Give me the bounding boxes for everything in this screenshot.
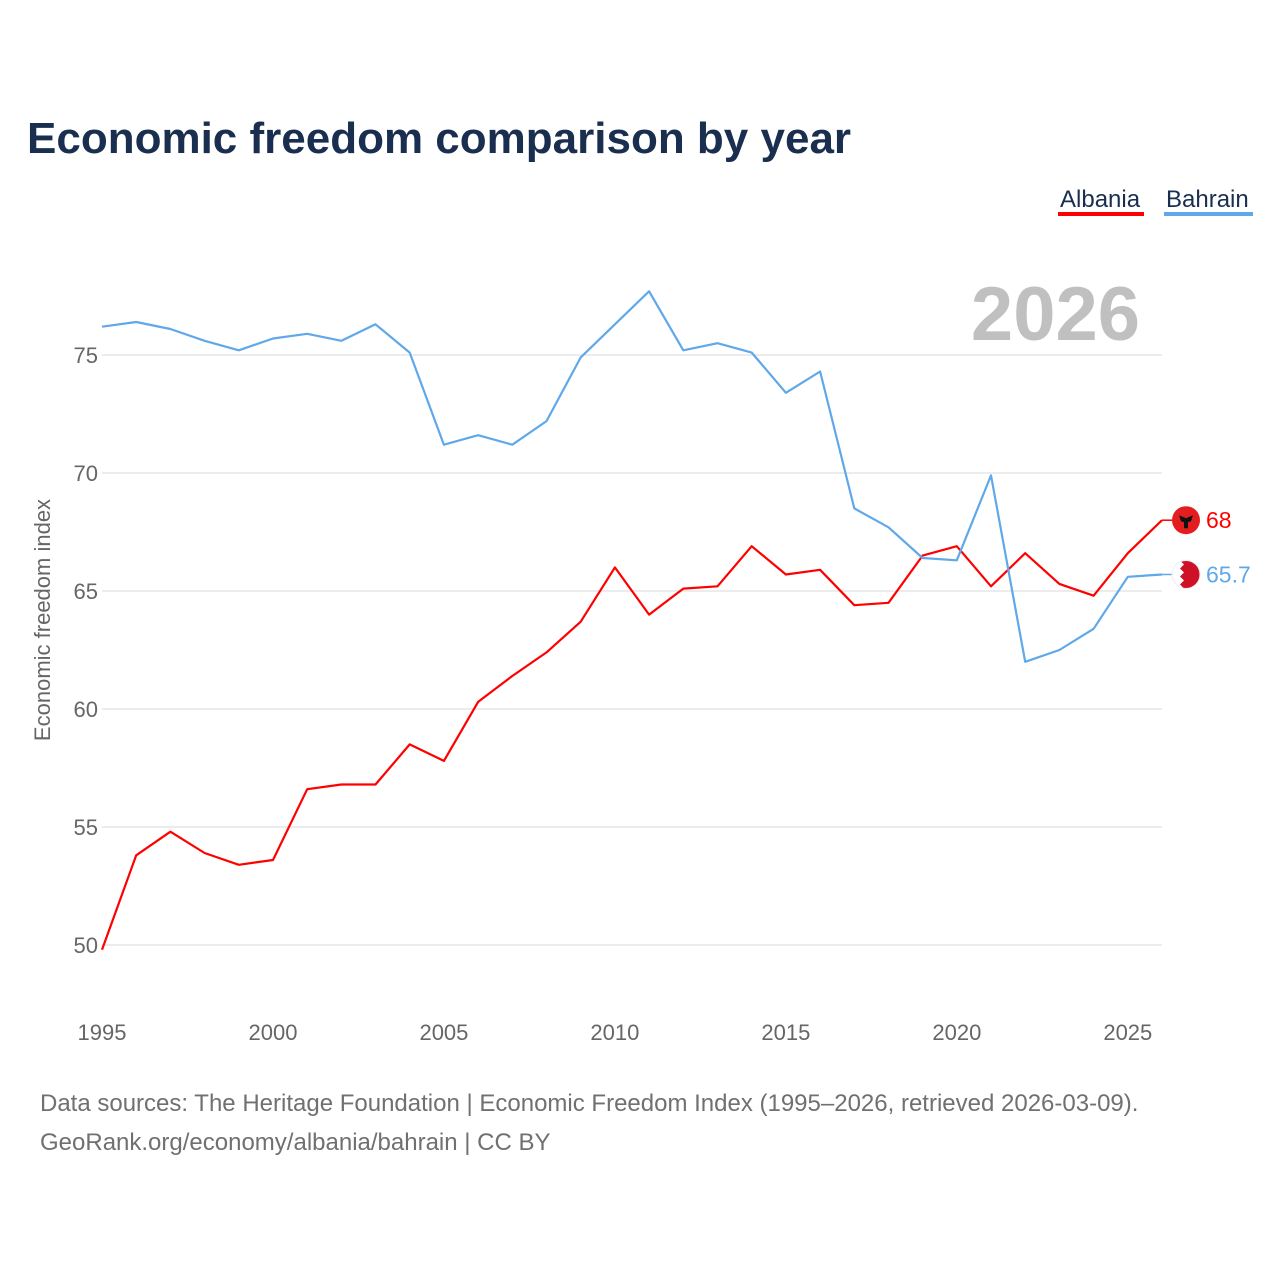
series-end-markers: 68 65.7 bbox=[1162, 506, 1251, 589]
footer-url: GeoRank.org/economy/albania/bahrain | CC… bbox=[40, 1129, 551, 1156]
x-tick-label: 2000 bbox=[248, 1020, 297, 1045]
legend-item-albania[interactable]: Albania bbox=[1060, 186, 1141, 213]
end-value-label: 65.7 bbox=[1206, 561, 1251, 587]
y-tick-label: 70 bbox=[74, 461, 98, 486]
current-year-label: 2026 bbox=[971, 272, 1140, 357]
y-tick-label: 55 bbox=[74, 815, 98, 840]
legend-item-bahrain[interactable]: Bahrain bbox=[1166, 186, 1249, 213]
end-value-label: 68 bbox=[1206, 507, 1232, 533]
y-tick-label: 60 bbox=[74, 697, 98, 722]
y-tick-label: 75 bbox=[74, 343, 98, 368]
series-lines bbox=[100, 290, 1163, 951]
x-axis: 1995 2000 2005 2010 2015 2020 2025 bbox=[78, 1020, 1153, 1045]
chart-title: Economic freedom comparison by year bbox=[27, 114, 851, 163]
x-tick-label: 2015 bbox=[761, 1020, 810, 1045]
y-axis-label: Economic freedom index bbox=[30, 499, 55, 741]
legend: Albania Bahrain bbox=[1058, 186, 1253, 216]
grid bbox=[102, 354, 1162, 946]
x-tick-label: 1995 bbox=[78, 1020, 127, 1045]
legend-swatch bbox=[1164, 212, 1253, 216]
y-tick-label: 50 bbox=[74, 933, 98, 958]
y-tick-label: 65 bbox=[74, 579, 98, 604]
series-line-albania bbox=[100, 519, 1163, 951]
x-tick-label: 2005 bbox=[419, 1020, 468, 1045]
flag-icon-albania bbox=[1172, 506, 1200, 535]
y-axis: 50 55 60 65 70 75 bbox=[74, 343, 98, 958]
footer-source: Data sources: The Heritage Foundation | … bbox=[40, 1090, 1138, 1117]
x-tick-label: 2010 bbox=[590, 1020, 639, 1045]
series-line-bahrain bbox=[101, 290, 1163, 663]
legend-swatch bbox=[1058, 212, 1144, 216]
x-tick-label: 2020 bbox=[932, 1020, 981, 1045]
flag-icon-bahrain bbox=[1171, 559, 1201, 589]
x-tick-label: 2025 bbox=[1103, 1020, 1152, 1045]
